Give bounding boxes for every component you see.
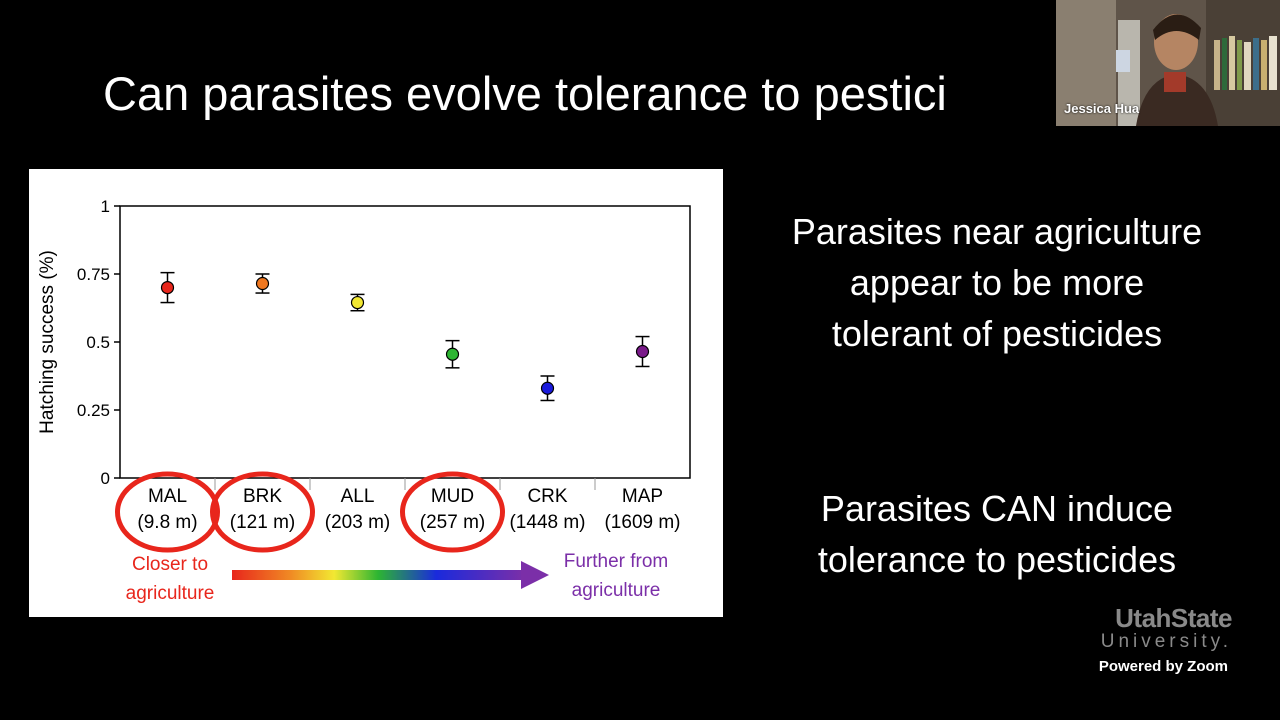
finding-1-line-2: appear to be more [849, 262, 1145, 303]
finding-2-line-2: tolerance to pesticides [817, 539, 1177, 580]
y-axis-label: Hatching success (%) [37, 250, 58, 434]
y-tick-label: 1 [101, 197, 110, 216]
data-points [160, 271, 650, 402]
highlight-circle [210, 471, 315, 553]
closer-label-line2: agriculture [126, 583, 215, 604]
further-label-line1: Further from [564, 551, 669, 572]
usu-logo: UtahState University. [1072, 603, 1233, 652]
finding-1: Parasites near agriculture appear to be … [740, 206, 1254, 359]
x-distance-label: (1609 m) [604, 512, 680, 533]
y-tick-label: 0.5 [86, 333, 110, 352]
gradient-arrow-shaft [232, 570, 524, 580]
x-distance-label: (257 m) [420, 512, 485, 533]
hatching-success-chart: Hatching success (%) 0 0.25 0.5 0.75 1 MAL (9… [29, 169, 723, 617]
highlight-circle [115, 471, 220, 553]
chart-svg: Hatching success (%) 0 0.25 0.5 0.75 1 MAL (9… [37, 197, 691, 604]
x-category-label: ALL [341, 486, 375, 507]
x-category-label: MUD [431, 486, 474, 507]
participant-name: Jessica Hua [1064, 101, 1140, 116]
usu-logo-bottom: University. [1100, 631, 1232, 652]
y-tick-label: 0 [101, 469, 110, 488]
slide-title: Can parasites evolve tolerance to pestic… [103, 67, 947, 120]
x-labels: MAL (9.8 m) BRK (121 m) ALL (203 m) MUD (257 m)… [137, 478, 681, 533]
x-category-label: BRK [243, 486, 282, 507]
highlight-circles [115, 471, 505, 553]
finding-1-line-3: tolerant of pesticides [831, 313, 1163, 354]
participant-video-feed [1056, 0, 1280, 126]
data-point [445, 347, 460, 361]
closer-label-line1: Closer to [132, 554, 208, 575]
finding-1-line-1: Parasites near agriculture [791, 211, 1203, 252]
finding-2-line-1: Parasites CAN induce [820, 488, 1174, 529]
data-point [635, 344, 650, 359]
powered-by-zoom: Powered by Zoom [1098, 658, 1228, 675]
y-ticks: 0 0.25 0.5 0.75 1 [77, 197, 120, 488]
participant-video-tile[interactable]: Jessica Hua [1056, 0, 1280, 126]
gradient-arrow-head [521, 561, 549, 589]
further-label-line2: agriculture [572, 580, 661, 601]
data-point [255, 276, 270, 291]
x-distance-label: (121 m) [230, 512, 295, 533]
x-category-label: MAP [622, 486, 663, 507]
x-distance-label: (9.8 m) [137, 512, 197, 533]
x-category-label: MAL [148, 486, 187, 507]
finding-2: Parasites CAN induce tolerance to pestic… [740, 483, 1254, 585]
data-point [160, 280, 175, 295]
y-tick-label: 0.25 [77, 401, 110, 420]
data-point [540, 381, 555, 395]
plot-frame [119, 205, 691, 479]
x-category-label: CRK [527, 486, 567, 507]
y-tick-label: 0.75 [77, 265, 110, 284]
usu-logo-top: UtahState [1115, 603, 1232, 633]
data-point [350, 295, 365, 310]
x-distance-label: (203 m) [325, 512, 390, 533]
highlight-circle [400, 471, 505, 553]
x-distance-label: (1448 m) [509, 512, 585, 533]
